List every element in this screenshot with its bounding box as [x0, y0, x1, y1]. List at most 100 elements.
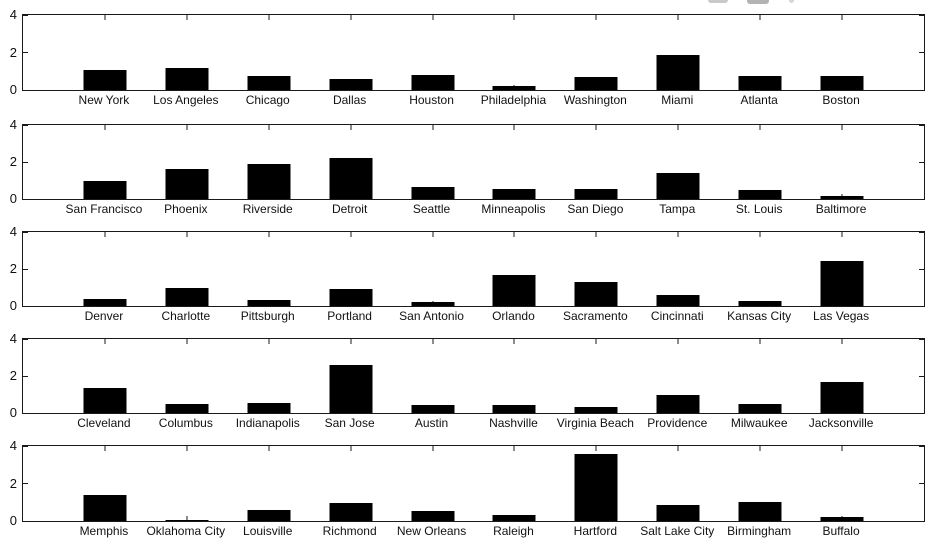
x-axis-tick-top	[513, 339, 515, 344]
y-tick-label: 4	[9, 331, 17, 346]
x-axis-tick-top	[841, 339, 843, 344]
x-axis-tick-top	[432, 446, 434, 451]
x-axis-tick-top	[595, 232, 597, 237]
y-tick-label: 0	[9, 298, 17, 313]
x-axis-tick-top	[513, 125, 515, 130]
x-tick-label: Houston	[409, 93, 454, 107]
x-axis-tick-top	[350, 232, 352, 237]
x-tick-label: San Antonio	[399, 309, 464, 323]
y-axis-tick	[23, 161, 28, 163]
y-tick-label: 4	[9, 7, 17, 22]
y-axis-tick-right	[919, 124, 924, 126]
bar-pittsburgh	[247, 300, 291, 306]
bar-indianapolis	[247, 402, 291, 413]
x-axis-tick-top	[759, 15, 761, 20]
x-tick-label: Minneapolis	[481, 202, 546, 216]
x-label-row: Denver Charlotte Pittsburgh Portland San Ant…	[22, 309, 923, 324]
x-axis-tick-top	[186, 15, 188, 20]
y-axis-tick	[23, 52, 28, 53]
x-axis-tick-top	[104, 339, 106, 344]
x-axis-tick-top	[841, 125, 843, 130]
y-tick-label: 0	[9, 82, 17, 97]
x-axis-tick-top	[268, 446, 270, 451]
x-axis-tick-top	[677, 232, 679, 237]
x-tick-label: Boston	[822, 93, 860, 107]
y-tick-label: 0	[9, 191, 17, 206]
x-tick-label: Providence	[647, 416, 708, 430]
x-axis-tick-top	[432, 125, 434, 130]
y-axis-tick	[23, 198, 28, 200]
x-axis-tick-top	[186, 125, 188, 130]
bar-virginia-beach	[574, 407, 618, 413]
bar-phoenix	[165, 169, 209, 199]
x-axis-tick-top	[104, 232, 106, 237]
x-axis-tick-top	[595, 15, 597, 20]
x-tick-label: Riverside	[242, 202, 293, 216]
x-tick-label: Kansas City	[727, 309, 792, 323]
bar-chicago	[247, 75, 291, 90]
cropped-toolbar-artifact	[789, 0, 794, 3]
x-tick-label: San Francisco	[65, 202, 143, 216]
x-axis-tick-top	[104, 125, 106, 130]
x-axis-tick-top	[677, 446, 679, 451]
bar-hartford	[574, 453, 618, 521]
bar-washington	[574, 76, 618, 90]
bar-new-orleans	[411, 510, 455, 521]
y-tick-label: 0	[9, 513, 17, 528]
x-tick-label: Washington	[563, 93, 627, 107]
x-axis-tick-top	[595, 125, 597, 130]
x-tick-label: Miami	[661, 93, 694, 107]
y-tick-label: 4	[9, 224, 17, 239]
x-tick-label: Atlanta	[740, 93, 778, 107]
y-axis-tick	[23, 338, 28, 340]
x-tick-label: Cincinnati	[650, 309, 704, 323]
bar-memphis	[83, 494, 127, 521]
x-axis-tick-top	[841, 232, 843, 237]
bar-milwaukee	[738, 403, 782, 413]
x-tick-label: Seattle	[412, 202, 451, 216]
x-axis-tick-top	[513, 232, 515, 237]
x-tick-label: Jacksonville	[808, 416, 874, 430]
y-axis-tick	[23, 520, 28, 522]
x-tick-label: Birmingham	[727, 524, 792, 538]
x-axis-tick-top	[513, 15, 515, 20]
y-tick-label: 4	[9, 117, 17, 132]
x-axis-tick-top	[759, 232, 761, 237]
y-axis-tick-right	[919, 14, 924, 16]
x-tick-label: Columbus	[158, 416, 213, 430]
x-label-row: New York Los Angeles Chicago Dallas Houston P…	[22, 93, 923, 108]
y-tick-label: 2	[9, 154, 17, 169]
x-label-row: Memphis Oklahoma City Louisville Richmond Ne…	[22, 524, 923, 539]
y-tick-label: 2	[9, 44, 17, 60]
x-axis-tick-top	[432, 339, 434, 344]
x-label-row: San Francisco Phoenix Riverside Detroit Seat…	[22, 202, 923, 217]
cropped-toolbar-artifact	[708, 0, 728, 3]
bar-orlando	[492, 274, 536, 306]
y-axis-tick-right	[919, 375, 924, 377]
x-tick-label: Detroit	[331, 202, 368, 216]
y-axis-tick	[23, 445, 28, 447]
bar-houston	[411, 75, 455, 90]
x-tick-label: Phoenix	[164, 202, 208, 216]
x-tick-label: Milwaukee	[730, 416, 788, 430]
plot-box: 0 2 4	[10, 332, 925, 420]
x-label-row: Cleveland Columbus Indianapolis San Jose Aus…	[22, 416, 923, 431]
x-tick-label: Virginia Beach	[556, 416, 634, 430]
bar-minneapolis	[492, 188, 536, 199]
y-axis-tick	[23, 375, 28, 377]
x-tick-label: Memphis	[79, 524, 129, 538]
y-axis-tick	[23, 14, 28, 16]
bar-charlotte	[165, 287, 209, 306]
x-tick-label: Denver	[84, 309, 124, 323]
bar-atlanta	[738, 75, 782, 90]
x-tick-label: San Jose	[324, 416, 375, 430]
bar-dallas	[329, 78, 373, 90]
x-axis-tick-top	[268, 339, 270, 344]
bar-san-jose	[329, 364, 373, 413]
x-axis-tick-top	[186, 446, 188, 451]
y-axis-tick-right	[919, 52, 924, 53]
x-axis-tick-top	[268, 15, 270, 20]
x-tick-label: San Diego	[567, 202, 624, 216]
y-axis-tick-right	[919, 161, 924, 163]
x-tick-label: Chicago	[245, 93, 290, 107]
